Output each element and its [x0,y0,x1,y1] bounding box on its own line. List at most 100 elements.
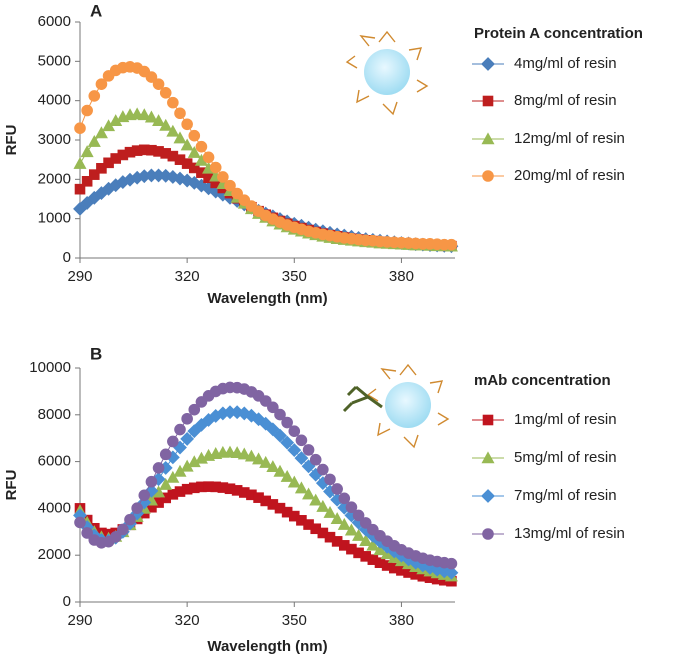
marker [273,428,287,443]
marker [138,489,151,502]
legend-marker [482,170,494,182]
marker [337,517,351,530]
marker [237,447,251,460]
marker [352,509,365,522]
marker [187,424,202,439]
marker [317,463,329,476]
marker [330,512,344,524]
x-tick-label: 380 [389,612,414,629]
y-tick-label: 4000 [38,92,71,109]
marker [166,470,180,483]
marker [445,557,458,570]
marker [294,481,308,494]
x-tick-label: 320 [175,268,200,285]
legend-label: 4mg/ml of resin [514,55,617,72]
marker [352,528,366,541]
legend-label: 12mg/ml of resin [514,130,625,147]
legend-marker [481,57,495,71]
marker [274,408,286,421]
legend-title: mAb concentration [474,372,611,389]
marker [323,505,337,518]
marker [217,171,229,183]
legend-label: 5mg/ml of resin [514,449,617,466]
marker [81,527,93,539]
marker [202,151,215,164]
marker [167,435,179,448]
marker [152,78,165,90]
marker [344,523,358,536]
series [74,61,458,251]
marker [159,118,173,131]
marker [95,78,108,90]
marker [74,516,86,529]
marker [74,183,86,195]
marker [237,406,252,421]
y-tick-label: 6000 [38,13,71,30]
x-tick-label: 380 [389,268,414,285]
marker [309,453,322,466]
y-tick-label: 6000 [38,453,71,470]
marker [73,156,87,169]
y-tick-label: 5000 [38,52,71,69]
marker [187,145,201,158]
x-tick-label: 320 [175,612,200,629]
panel-label: A [90,1,102,20]
marker [265,422,280,437]
marker [159,87,172,99]
marker [359,534,373,546]
legend-marker [481,489,495,503]
marker [81,176,93,187]
x-tick-label: 290 [67,612,92,629]
marker [131,502,143,514]
marker [88,169,100,180]
y-tick-label: 0 [63,593,71,610]
marker [230,446,244,459]
marker [273,464,287,477]
y-tick-label: 1000 [38,210,71,227]
legend-label: 1mg/ml of resin [514,411,617,428]
marker [181,118,193,131]
legend-marker [482,414,494,426]
marker [287,475,301,488]
marker [244,408,259,423]
x-axis-label: Wavelength (nm) [207,638,327,655]
marker [366,538,380,551]
marker [87,134,101,147]
legend-label: 8mg/ml of resin [514,92,617,109]
y-tick-label: 2000 [38,546,71,563]
bead-icon-a [345,30,429,116]
marker [359,517,372,529]
marker [302,444,315,456]
marker [259,455,273,468]
series [74,481,457,587]
marker [281,416,293,429]
marker [195,140,208,153]
marker [152,462,165,474]
marker [174,423,186,436]
marker [288,425,301,437]
legend-label: 20mg/ml of resin [514,167,625,184]
y-tick-label: 3000 [38,131,71,148]
marker [117,523,129,536]
marker [80,145,94,158]
marker [188,403,201,416]
marker [287,443,302,458]
marker [174,107,186,120]
marker [209,161,222,174]
marker [173,171,187,186]
marker [331,483,343,495]
marker [324,473,336,486]
marker [145,71,158,83]
marker [294,451,309,466]
marker [152,114,166,127]
marker [181,412,193,425]
marker [244,449,258,462]
marker [231,187,243,200]
series-line [79,149,452,247]
x-tick-label: 350 [282,612,307,629]
marker [137,108,151,121]
marker [96,163,107,174]
marker [166,124,180,137]
marker [194,178,209,193]
